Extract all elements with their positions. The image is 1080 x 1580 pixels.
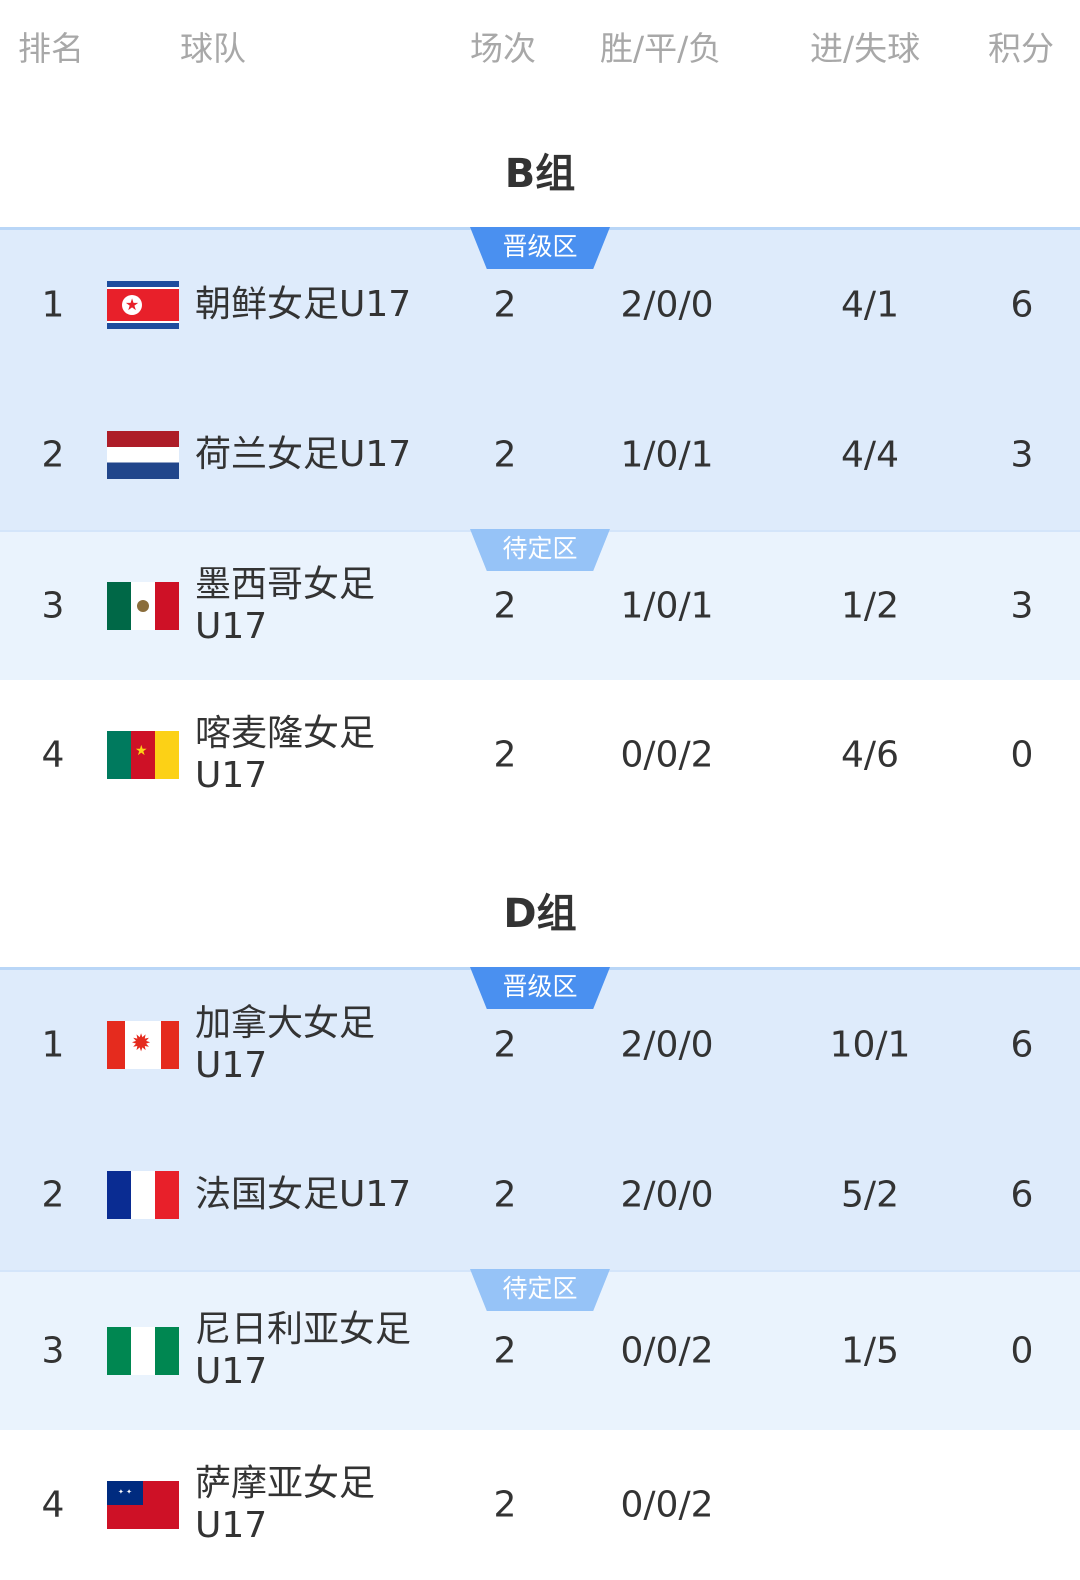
table-header: 排名 球队 场次 胜/平/负 进/失球 积分	[0, 0, 1080, 90]
rank: 2	[41, 434, 65, 476]
group-table: 晋级区 1 ★ 朝鲜女足U17 2 2/0/0 4/1 6 2 荷兰女足U17 …	[0, 227, 1080, 830]
qualified-zone-badge: 晋级区	[470, 967, 610, 1009]
header-team: 球队	[180, 29, 246, 68]
header-wdl: 胜/平/负	[600, 29, 722, 68]
header-points: 积分	[988, 29, 1054, 68]
team-name[interactable]: 荷兰女足U17	[195, 434, 412, 475]
goals: 5/2	[841, 1174, 899, 1216]
team-name[interactable]: 加拿大女足U17	[195, 1003, 376, 1086]
mexico-flag-icon	[107, 582, 179, 630]
points: 6	[1010, 1024, 1034, 1066]
win-draw-loss: 0/0/2	[620, 1330, 714, 1372]
table-row[interactable]: 晋级区 1 ★ 朝鲜女足U17 2 2/0/0 4/1 6	[0, 227, 1080, 380]
rank: 4	[41, 1484, 65, 1526]
matches: 2	[493, 585, 517, 627]
goals: 10/1	[829, 1024, 911, 1066]
goals: 4/1	[841, 284, 899, 326]
rank: 4	[41, 734, 65, 776]
goals: 1/5	[841, 1330, 899, 1372]
table-row[interactable]: 4 ✦ ✦ 萨摩亚女足U17 2 0/0/2	[0, 1430, 1080, 1580]
rank: 3	[41, 585, 65, 627]
rank: 1	[41, 284, 65, 326]
team-name[interactable]: 喀麦隆女足U17	[195, 713, 376, 796]
matches: 2	[493, 434, 517, 476]
france-flag-icon	[107, 1171, 179, 1219]
matches: 2	[493, 734, 517, 776]
canada-flag-icon: ✹	[107, 1021, 179, 1069]
team-name[interactable]: 朝鲜女足U17	[195, 284, 412, 325]
win-draw-loss: 0/0/2	[620, 1484, 714, 1526]
pending-zone-badge: 待定区	[470, 529, 610, 571]
matches: 2	[493, 1174, 517, 1216]
points: 3	[1010, 434, 1034, 476]
qualified-zone-badge: 晋级区	[470, 227, 610, 269]
table-row[interactable]: 4 ★ 喀麦隆女足U17 2 0/0/2 4/6 0	[0, 680, 1080, 830]
rank: 1	[41, 1024, 65, 1066]
team-name[interactable]: 墨西哥女足U17	[195, 564, 376, 647]
pending-zone-badge: 待定区	[470, 1269, 610, 1311]
points: 0	[1010, 1330, 1034, 1372]
table-row[interactable]: 晋级区 1 ✹ 加拿大女足U17 2 2/0/0 10/1 6	[0, 967, 1080, 1120]
table-row[interactable]: 2 荷兰女足U17 2 1/0/1 4/4 3	[0, 380, 1080, 530]
rank: 3	[41, 1330, 65, 1372]
win-draw-loss: 2/0/0	[620, 284, 714, 326]
north-korea-flag-icon: ★	[107, 281, 179, 329]
header-rank: 排名	[18, 29, 84, 68]
group-title: D组	[503, 890, 577, 937]
points: 6	[1010, 284, 1034, 326]
points: 0	[1010, 734, 1034, 776]
win-draw-loss: 1/0/1	[620, 585, 714, 627]
team-name[interactable]: 尼日利亚女足U17	[195, 1309, 412, 1392]
table-row[interactable]: 2 法国女足U17 2 2/0/0 5/2 6	[0, 1120, 1080, 1270]
win-draw-loss: 2/0/0	[620, 1024, 714, 1066]
matches: 2	[493, 1484, 517, 1526]
nigeria-flag-icon	[107, 1327, 179, 1375]
points: 3	[1010, 585, 1034, 627]
matches: 2	[493, 1330, 517, 1372]
team-name[interactable]: 法国女足U17	[195, 1174, 412, 1215]
cameroon-flag-icon: ★	[107, 731, 179, 779]
samoa-flag-icon: ✦ ✦	[107, 1481, 179, 1529]
points: 6	[1010, 1174, 1034, 1216]
matches: 2	[493, 1024, 517, 1066]
win-draw-loss: 2/0/0	[620, 1174, 714, 1216]
table-row[interactable]: 待定区 3 墨西哥女足U17 2 1/0/1 1/2 3	[0, 529, 1080, 680]
matches: 2	[493, 284, 517, 326]
table-row[interactable]: 待定区 3 尼日利亚女足U17 2 0/0/2 1/5 0	[0, 1269, 1080, 1430]
goals: 4/6	[841, 734, 899, 776]
win-draw-loss: 1/0/1	[620, 434, 714, 476]
win-draw-loss: 0/0/2	[620, 734, 714, 776]
rank: 2	[41, 1174, 65, 1216]
group-table: 晋级区 1 ✹ 加拿大女足U17 2 2/0/0 10/1 6 2 法国女足U1…	[0, 967, 1080, 1580]
goals: 1/2	[841, 585, 899, 627]
goals: 4/4	[841, 434, 899, 476]
header-matches: 场次	[470, 29, 536, 68]
team-name[interactable]: 萨摩亚女足U17	[195, 1463, 376, 1546]
group-title: B组	[504, 150, 576, 197]
netherlands-flag-icon	[107, 431, 179, 479]
header-goals: 进/失球	[810, 29, 921, 68]
